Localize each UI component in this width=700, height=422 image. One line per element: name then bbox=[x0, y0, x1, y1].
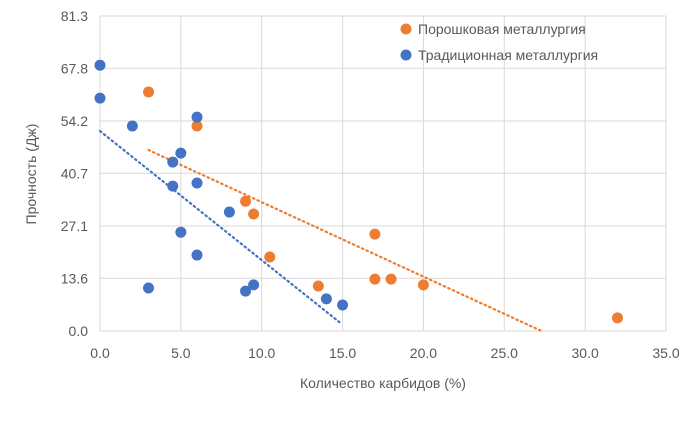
data-point-traditional bbox=[167, 156, 179, 168]
data-point-powder bbox=[248, 208, 260, 220]
trendline-powder bbox=[147, 148, 543, 333]
data-point-powder bbox=[264, 251, 276, 263]
legend-marker-traditional bbox=[400, 49, 412, 61]
data-point-traditional bbox=[320, 293, 332, 305]
x-tick-label: 10.0 bbox=[248, 345, 275, 361]
data-point-powder bbox=[385, 273, 397, 285]
data-point-powder bbox=[611, 312, 623, 324]
data-point-traditional bbox=[240, 285, 252, 297]
data-point-powder bbox=[191, 120, 203, 132]
data-point-traditional bbox=[126, 120, 138, 132]
data-point-powder bbox=[143, 86, 155, 98]
data-point-traditional bbox=[94, 92, 106, 104]
data-point-traditional bbox=[248, 279, 260, 291]
x-tick-label: 5.0 bbox=[171, 345, 191, 361]
data-point-traditional bbox=[191, 249, 203, 261]
data-point-traditional bbox=[191, 177, 203, 189]
y-tick-label: 81.3 bbox=[61, 8, 88, 24]
y-tick-label: 40.7 bbox=[61, 165, 88, 181]
y-tick-label: 13.6 bbox=[61, 270, 88, 286]
data-point-traditional bbox=[167, 180, 179, 192]
data-point-powder bbox=[369, 273, 381, 285]
trendline-traditional bbox=[98, 129, 341, 324]
data-point-traditional bbox=[337, 299, 349, 311]
x-axis-label: Количество карбидов (%) bbox=[300, 375, 466, 391]
y-axis-label: Прочность (Дж) bbox=[23, 124, 39, 225]
y-tick-label: 67.8 bbox=[61, 60, 88, 76]
data-point-powder bbox=[312, 280, 324, 292]
data-point-powder bbox=[369, 228, 381, 240]
x-tick-label: 35.0 bbox=[652, 345, 679, 361]
data-point-traditional bbox=[175, 147, 187, 159]
data-point-traditional bbox=[223, 206, 235, 218]
legend-marker-powder bbox=[400, 23, 412, 35]
y-tick-label: 0.0 bbox=[69, 323, 89, 339]
legend-label-traditional: Традиционная металлургия bbox=[418, 47, 598, 63]
data-point-powder bbox=[417, 279, 429, 291]
x-tick-label: 25.0 bbox=[491, 345, 518, 361]
data-point-powder bbox=[240, 195, 252, 207]
data-point-traditional bbox=[191, 111, 203, 123]
x-tick-label: 0.0 bbox=[90, 345, 110, 361]
x-tick-label: 30.0 bbox=[572, 345, 599, 361]
data-point-traditional bbox=[94, 59, 106, 71]
y-tick-label: 54.2 bbox=[61, 113, 88, 129]
legend: Порошковая металлургия Традиционная мета… bbox=[400, 21, 598, 63]
data-point-traditional bbox=[175, 226, 187, 238]
y-tick-label: 27.1 bbox=[61, 218, 88, 234]
x-tick-label: 20.0 bbox=[410, 345, 437, 361]
x-tick-label: 15.0 bbox=[329, 345, 356, 361]
data-point-traditional bbox=[143, 282, 155, 294]
legend-label-powder: Порошковая металлургия bbox=[418, 21, 586, 37]
